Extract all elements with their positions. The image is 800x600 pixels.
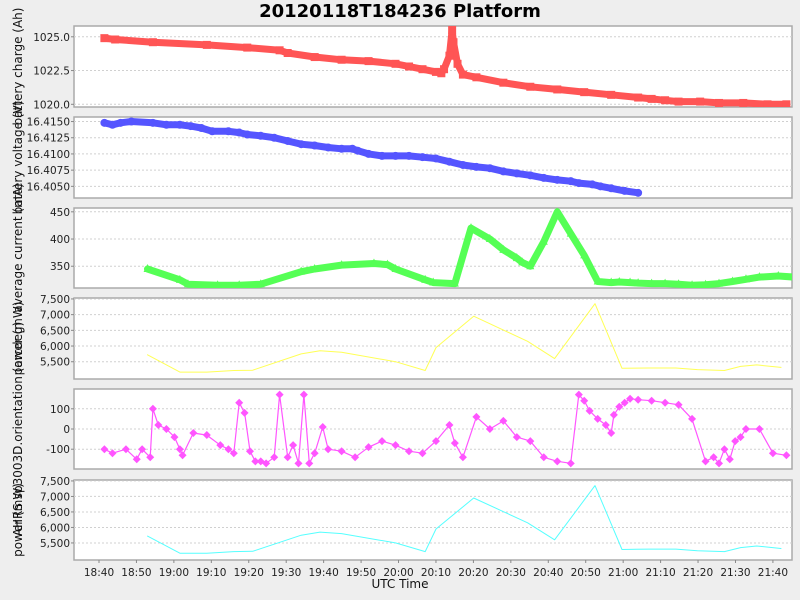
y-axis-label: AHRS sp3003D.orientation (arcdeg) bbox=[11, 322, 25, 537]
y-axis-label: battery voltage (V) bbox=[11, 101, 25, 215]
x-tick-label: 19:50 bbox=[346, 567, 376, 579]
x-tick-label: 20:40 bbox=[533, 567, 563, 579]
x-tick-label: 21:10 bbox=[645, 567, 675, 579]
x-tick-label: 18:40 bbox=[84, 567, 114, 579]
panel-5: -100 0 100 AHRS sp3003D.orientation (arcdeg… bbox=[11, 322, 793, 537]
series-average-current bbox=[143, 208, 792, 288]
chart-title: 20120118T184236 Platform bbox=[259, 1, 541, 22]
x-axis-label: UTC Time bbox=[371, 577, 429, 591]
y-tick-label: 1020.0 bbox=[33, 99, 70, 111]
x-tick-label: 20:50 bbox=[571, 567, 601, 579]
panel-1: 1020.0 1022.5 1025.0 battery charge (Ah) bbox=[11, 8, 793, 126]
y-axis-label: power (mW) bbox=[11, 302, 25, 376]
x-tick-label: 21:40 bbox=[758, 567, 788, 579]
x-tick-label: 19:30 bbox=[271, 567, 301, 579]
y-tick-label: 7,500 bbox=[40, 294, 70, 306]
y-tick-label: 1022.5 bbox=[33, 66, 70, 78]
series-power bbox=[147, 303, 782, 373]
y-tick-label: 400 bbox=[50, 234, 70, 246]
x-tick-label: 20:10 bbox=[421, 567, 451, 579]
y-tick-label: 6,000 bbox=[40, 522, 70, 534]
y-tick-label: 7,500 bbox=[40, 476, 70, 488]
plot-area bbox=[73, 479, 793, 561]
series-orientation bbox=[100, 390, 791, 468]
plot-area bbox=[73, 207, 793, 289]
series-battery-charge bbox=[100, 26, 791, 107]
panel-3: 350 400 450 average current (mA) bbox=[11, 183, 793, 313]
x-tick-label: 19:10 bbox=[196, 567, 226, 579]
x-tick-label: 19:20 bbox=[234, 567, 264, 579]
y-tick-label: 450 bbox=[50, 207, 70, 219]
y-axis-label: average current (mA) bbox=[11, 183, 25, 312]
y-tick-label: 16.4125 bbox=[27, 133, 70, 145]
x-tick-label: 18:50 bbox=[121, 567, 151, 579]
x-tick-label: 20:30 bbox=[496, 567, 526, 579]
plot-area bbox=[73, 388, 793, 470]
y-tick-label: 1025.0 bbox=[33, 32, 70, 44]
x-tick-label: 21:00 bbox=[608, 567, 638, 579]
y-tick-label: 6,500 bbox=[40, 325, 70, 337]
plot-area bbox=[73, 297, 793, 380]
series-battery-voltage bbox=[100, 117, 643, 197]
panel-2: 16.4050 16.4075 16.4100 16.4125 16.4150batte… bbox=[11, 101, 793, 215]
x-tick-label: 19:00 bbox=[159, 567, 189, 579]
plot-area bbox=[73, 25, 793, 108]
y-tick-label: 5,500 bbox=[40, 538, 70, 550]
y-tick-label: 16.4150 bbox=[27, 117, 70, 129]
panel-4: 5,500 6,000 6,500 7,000 7,500 power (mW) bbox=[11, 294, 793, 380]
y-tick-label: 7,000 bbox=[40, 310, 70, 322]
x-tick-label: 20:00 bbox=[383, 567, 413, 579]
y-axis-label: power (mW) bbox=[11, 483, 25, 557]
panel-6: 5,500 6,000 6,500 7,000 7,500 power (mW) bbox=[11, 476, 793, 561]
y-tick-label: 350 bbox=[50, 261, 70, 273]
y-tick-label: 16.4050 bbox=[27, 181, 70, 193]
y-tick-label: 16.4075 bbox=[27, 165, 70, 177]
series-power bbox=[147, 485, 782, 554]
x-tick-label: 20:20 bbox=[458, 567, 488, 579]
x-tick-label: 21:30 bbox=[720, 567, 750, 579]
y-tick-label: 100 bbox=[50, 404, 70, 416]
x-tick-label: 19:40 bbox=[309, 567, 339, 579]
y-tick-label: 16.4100 bbox=[27, 149, 70, 161]
y-tick-label: -100 bbox=[46, 444, 70, 456]
y-axis-label: battery charge (Ah) bbox=[11, 8, 25, 126]
y-tick-label: 6,500 bbox=[40, 507, 70, 519]
y-tick-label: 7,000 bbox=[40, 491, 70, 503]
y-tick-label: 5,500 bbox=[40, 357, 70, 369]
x-tick-label: 21:20 bbox=[683, 567, 713, 579]
y-tick-label: 6,000 bbox=[40, 341, 70, 353]
y-tick-label: 0 bbox=[63, 424, 70, 436]
